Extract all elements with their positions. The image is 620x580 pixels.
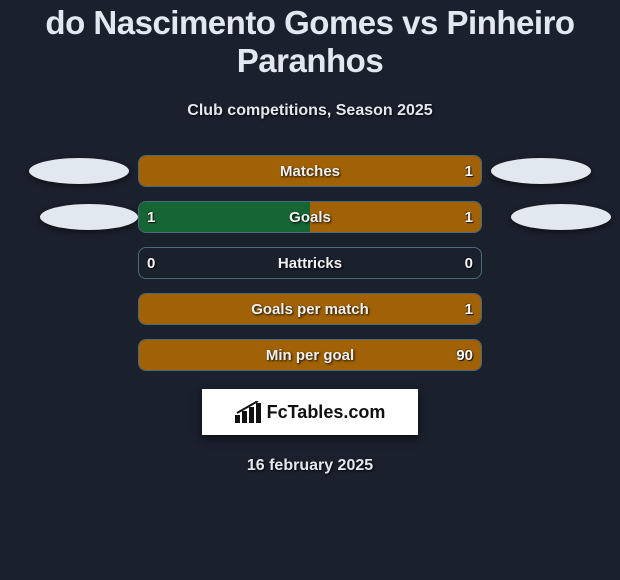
stat-bar: Min per goal90 [138, 339, 482, 371]
player-right-slot [482, 158, 600, 184]
stat-row: Min per goal90 [10, 339, 610, 371]
stat-label: Hattricks [278, 255, 342, 272]
stat-bar-right-fill [139, 156, 481, 186]
stat-bar-right-fill [310, 202, 481, 232]
subtitle: Club competitions, Season 2025 [0, 102, 620, 120]
chart-icon [235, 401, 261, 423]
player-right-ellipse [511, 204, 611, 230]
branding-badge: FcTables.com [202, 389, 418, 435]
stat-value-right: 0 [465, 255, 473, 272]
stat-bar-left-fill [139, 202, 310, 232]
stat-bar: Goals per match1 [138, 293, 482, 325]
stat-bar-overlay: 0 Hattricks 0 [139, 248, 481, 278]
stat-row: 0 Hattricks 0 [10, 247, 610, 279]
footer-date: 16 february 2025 [0, 457, 620, 475]
comparison-chart: Matches1 1Goals1 0 Hattricks 0 Goals per matc… [0, 155, 620, 371]
branding-text: FcTables.com [267, 402, 386, 423]
stat-bar-right-fill [139, 294, 481, 324]
stat-row: Matches1 [10, 155, 610, 187]
stat-row: 1Goals1 [10, 201, 610, 233]
player-left-slot [20, 158, 138, 184]
player-left-slot [20, 204, 138, 230]
stat-bar-right-fill [139, 340, 481, 370]
player-left-ellipse [40, 204, 138, 230]
stat-bar: 1Goals1 [138, 201, 482, 233]
page-title: do Nascimento Gomes vs Pinheiro Paranhos [0, 0, 620, 80]
stat-bar: Matches1 [138, 155, 482, 187]
player-right-slot [482, 204, 600, 230]
player-right-ellipse [491, 158, 591, 184]
stat-bar: 0 Hattricks 0 [138, 247, 482, 279]
stat-row: Goals per match1 [10, 293, 610, 325]
stat-value-left: 0 [147, 255, 155, 272]
player-left-ellipse [29, 158, 129, 184]
